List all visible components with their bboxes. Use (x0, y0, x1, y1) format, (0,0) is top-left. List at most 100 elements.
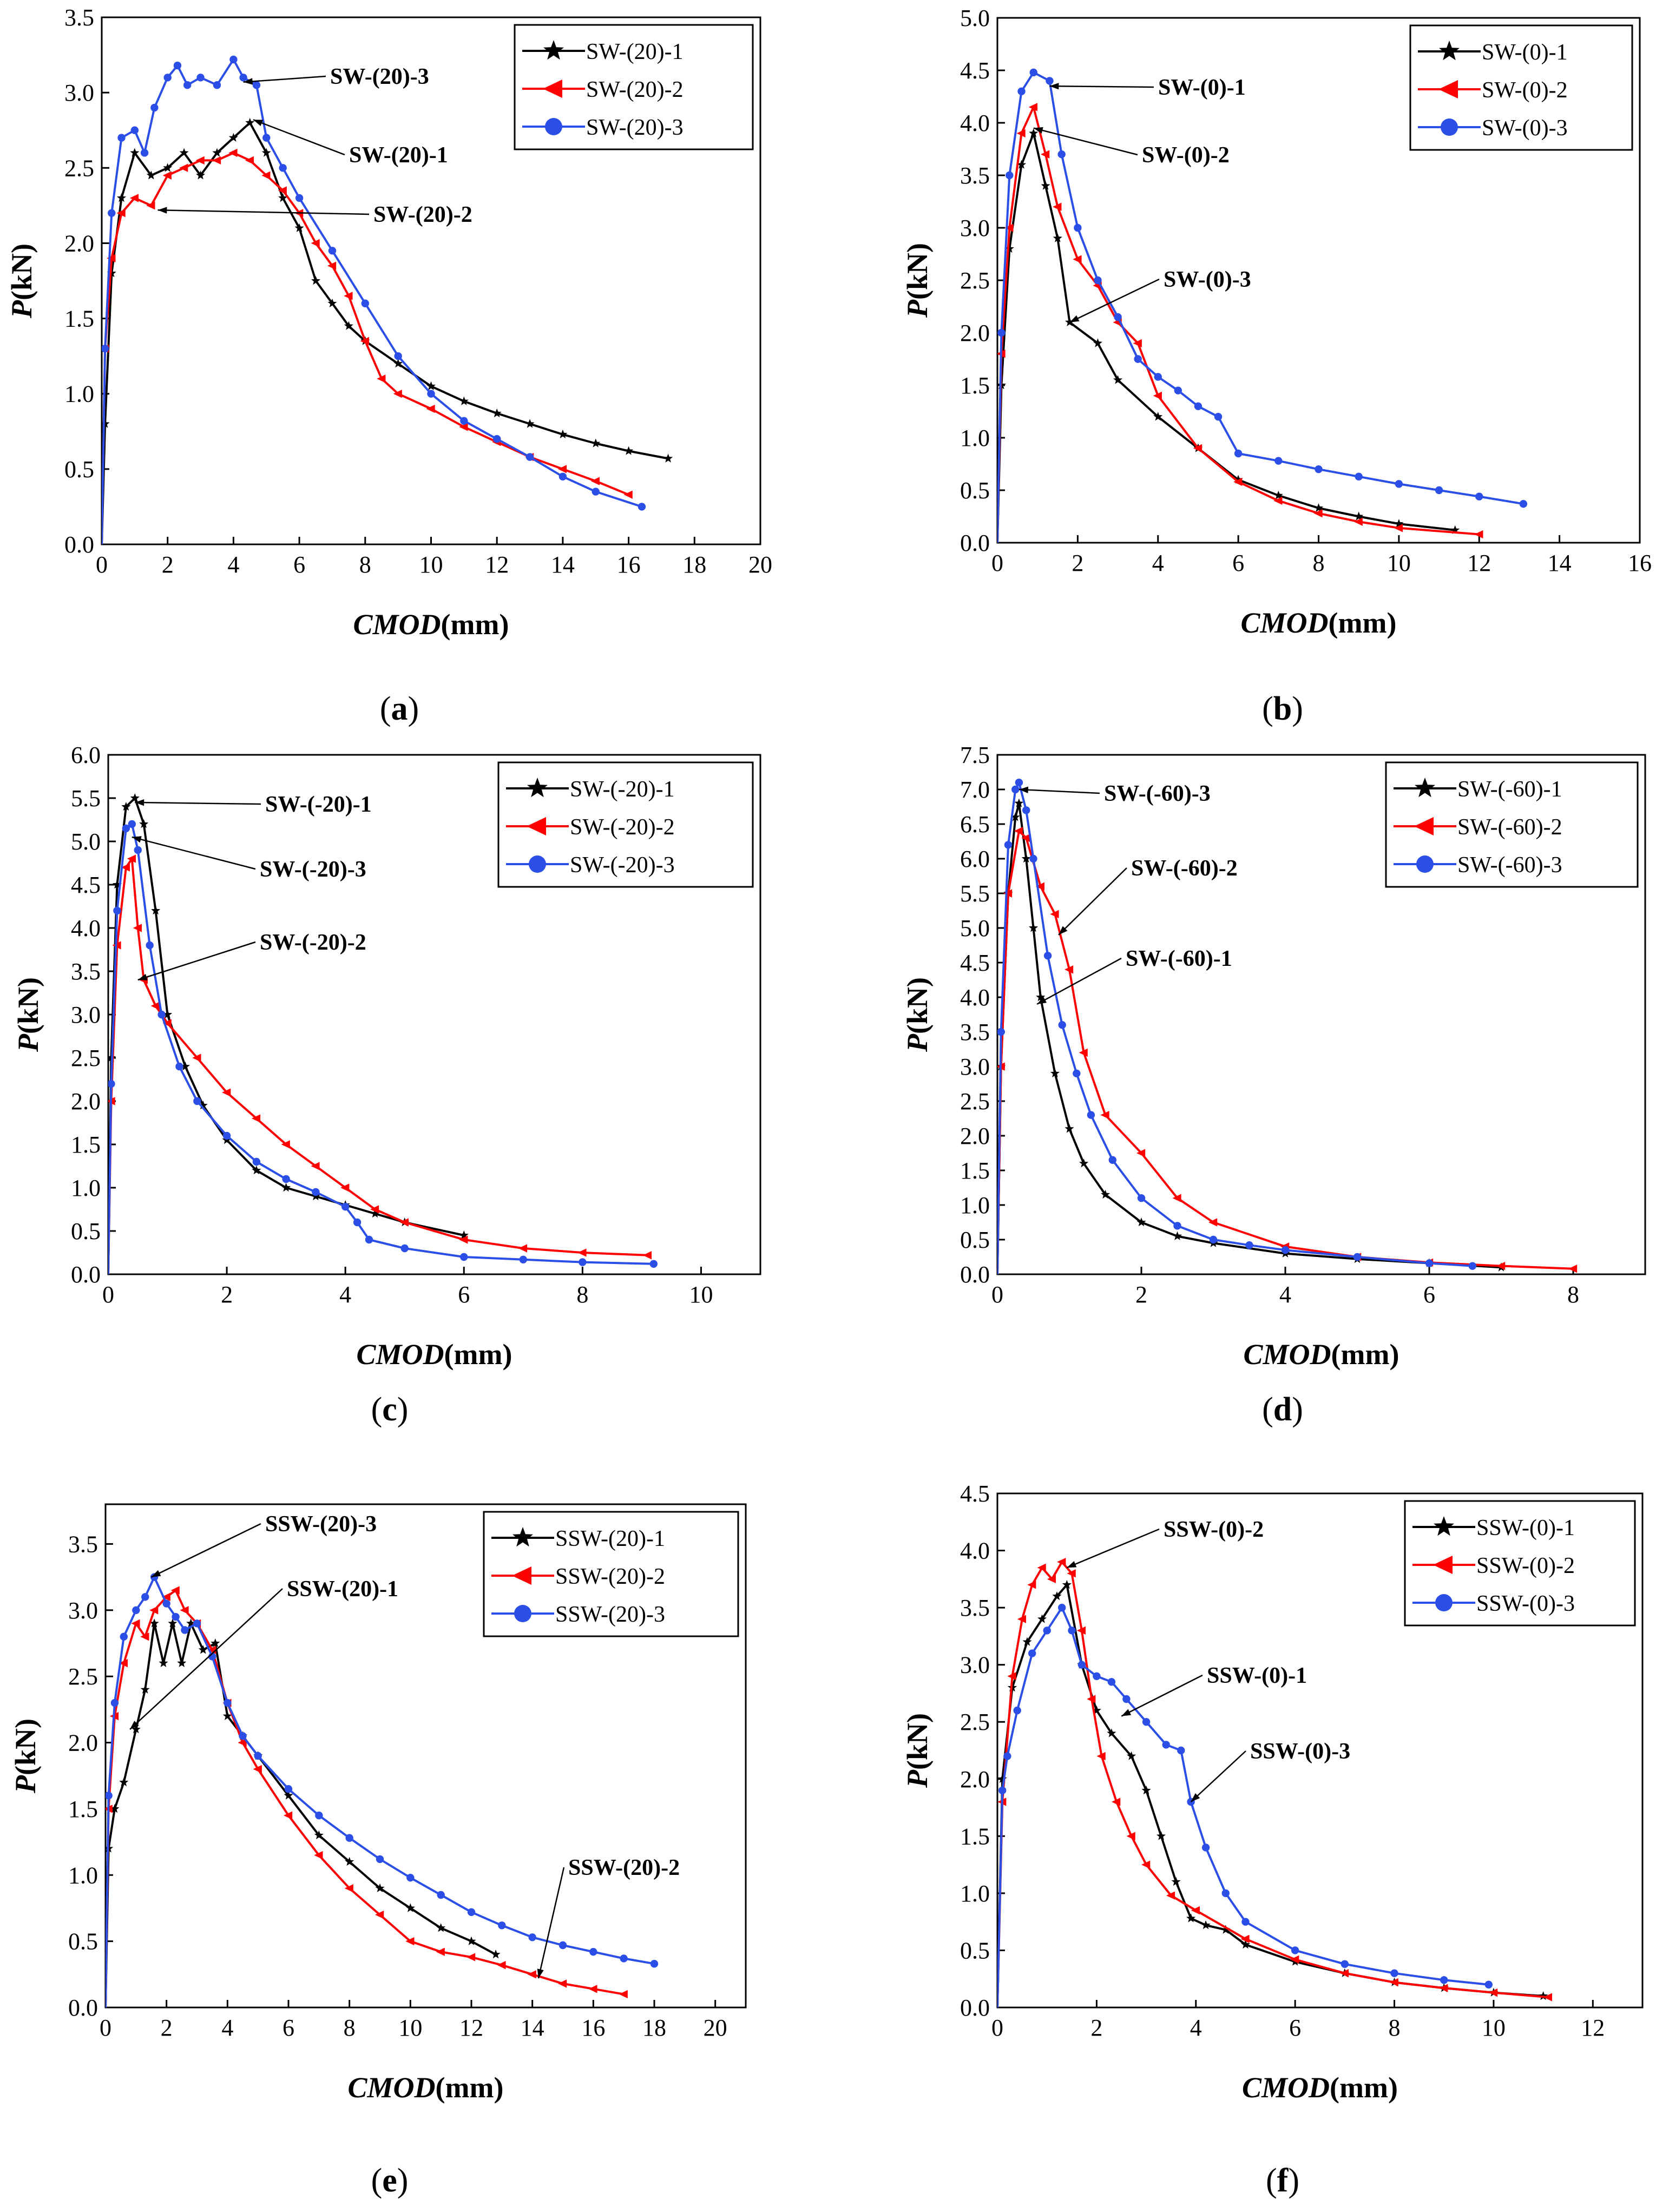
data-point (1274, 457, 1283, 465)
data-point (345, 1857, 354, 1866)
annotation: SSW-(0)-3 (1190, 1739, 1350, 1802)
annotation: SW-(-60)-1 (1036, 946, 1232, 1005)
data-point (558, 472, 567, 480)
y-tick-label: 3.5 (71, 958, 101, 985)
y-tick-label: 2.0 (64, 230, 94, 256)
data-point (1014, 827, 1023, 835)
data-point (1126, 1832, 1135, 1840)
data-point (1394, 524, 1403, 532)
data-point (375, 1883, 385, 1892)
annotation-arrowhead (151, 1570, 161, 1577)
y-tick-label: 1.0 (960, 1880, 990, 1907)
data-point (525, 453, 534, 461)
data-point (1475, 492, 1483, 501)
data-point (1076, 1626, 1086, 1635)
y-tick-label: 1.5 (64, 306, 94, 332)
data-point (1395, 480, 1403, 488)
y-tick-label: 4.5 (960, 1480, 990, 1507)
data-point (168, 1618, 178, 1628)
y-tick-label: 1.0 (960, 425, 990, 451)
data-point (1134, 355, 1142, 363)
plot-frame (996, 1492, 1644, 2009)
data-point (405, 1903, 415, 1912)
data-point (140, 1632, 149, 1641)
data-point (163, 74, 172, 82)
data-point (198, 1101, 208, 1110)
data-point (1208, 1218, 1218, 1227)
data-point (1114, 313, 1122, 321)
y-tick-label: 0.5 (64, 456, 94, 483)
data-point (1172, 1231, 1182, 1240)
panel-label: (f) (1266, 2162, 1299, 2199)
data-point (222, 1711, 232, 1720)
series-line (997, 1607, 1489, 2007)
data-point (1017, 87, 1026, 95)
data-point (1245, 1241, 1253, 1249)
data-point (466, 1936, 476, 1945)
data-point (1029, 128, 1039, 137)
annotation-label: SW-(0)-3 (1164, 267, 1251, 292)
data-point (252, 1166, 261, 1175)
panel-f: 0 2 4 6 8 10 12 0.0 0.5 1.0 1.5 2.0 2.5 3.0 3.5 4.0 4.5 C… (901, 1480, 1644, 2199)
data-point (121, 863, 130, 872)
annotation-arrow (1058, 867, 1127, 936)
y-tick-label: 4.5 (71, 872, 101, 898)
data-point (460, 417, 468, 425)
annotation: SW-(20)-2 (157, 202, 472, 227)
data-point (376, 1855, 384, 1864)
data-point (1341, 1960, 1349, 1968)
data-point (1281, 1246, 1290, 1254)
y-tick-label: 1.5 (960, 1157, 990, 1184)
data-point (108, 209, 116, 217)
data-point (1041, 181, 1050, 190)
series-SW-(-20)-1 (108, 793, 469, 1274)
annotation-arrowhead (135, 799, 144, 806)
data-point (162, 171, 172, 180)
data-point (493, 435, 501, 443)
series-SSW-(0)-1 (997, 1579, 1548, 2007)
series-SW-(20)-1 (102, 117, 673, 544)
annotation-label: SW-(0)-1 (1158, 75, 1246, 100)
data-point (1201, 1920, 1211, 1930)
x-tick-label: 8 (1313, 550, 1325, 576)
data-point (1107, 1728, 1116, 1737)
data-point (1021, 833, 1030, 842)
x-tick-label: 4 (1152, 550, 1164, 576)
data-point (1029, 854, 1037, 863)
legend: SSW-(20)-1 SSW-(20)-2 SSW-(20)-3 (483, 1511, 739, 1637)
x-tick-label: 10 (689, 1281, 713, 1308)
data-point (1010, 812, 1020, 821)
legend-label: SW-(-60)-2 (1457, 815, 1562, 840)
data-point (149, 1618, 159, 1628)
data-point (588, 1985, 597, 1993)
x-tick-label: 12 (485, 551, 509, 578)
annotation-arrowhead (1191, 1793, 1200, 1802)
data-point (186, 1618, 196, 1628)
y-tick-label: 2.0 (960, 1123, 990, 1149)
data-point (345, 1834, 353, 1842)
data-point (195, 156, 205, 165)
data-point (102, 345, 109, 353)
data-point (649, 1260, 658, 1268)
legend-marker (1415, 778, 1435, 798)
data-point (110, 1699, 119, 1707)
series-SW-(-60)-2 (997, 827, 1578, 1274)
x-tick-label: 10 (1482, 2015, 1506, 2041)
data-point (426, 404, 435, 413)
data-point (375, 1911, 384, 1919)
data-point (107, 254, 116, 262)
data-point (1037, 1614, 1047, 1623)
x-tick-label: 14 (551, 551, 575, 578)
series-SSW-(20)-2 (106, 1586, 628, 2007)
data-point (459, 423, 468, 431)
data-point (1074, 223, 1082, 232)
y-tick-label: 4.5 (960, 57, 990, 84)
data-point (663, 453, 673, 463)
legend-marker (1434, 1516, 1454, 1536)
panel-label: (c) (371, 1391, 409, 1428)
y-axis-label: P(kN) (12, 977, 44, 1052)
legend-marker (527, 817, 546, 835)
y-tick-label: 3.5 (960, 162, 990, 189)
data-point (238, 1738, 247, 1747)
data-point (1273, 496, 1283, 505)
